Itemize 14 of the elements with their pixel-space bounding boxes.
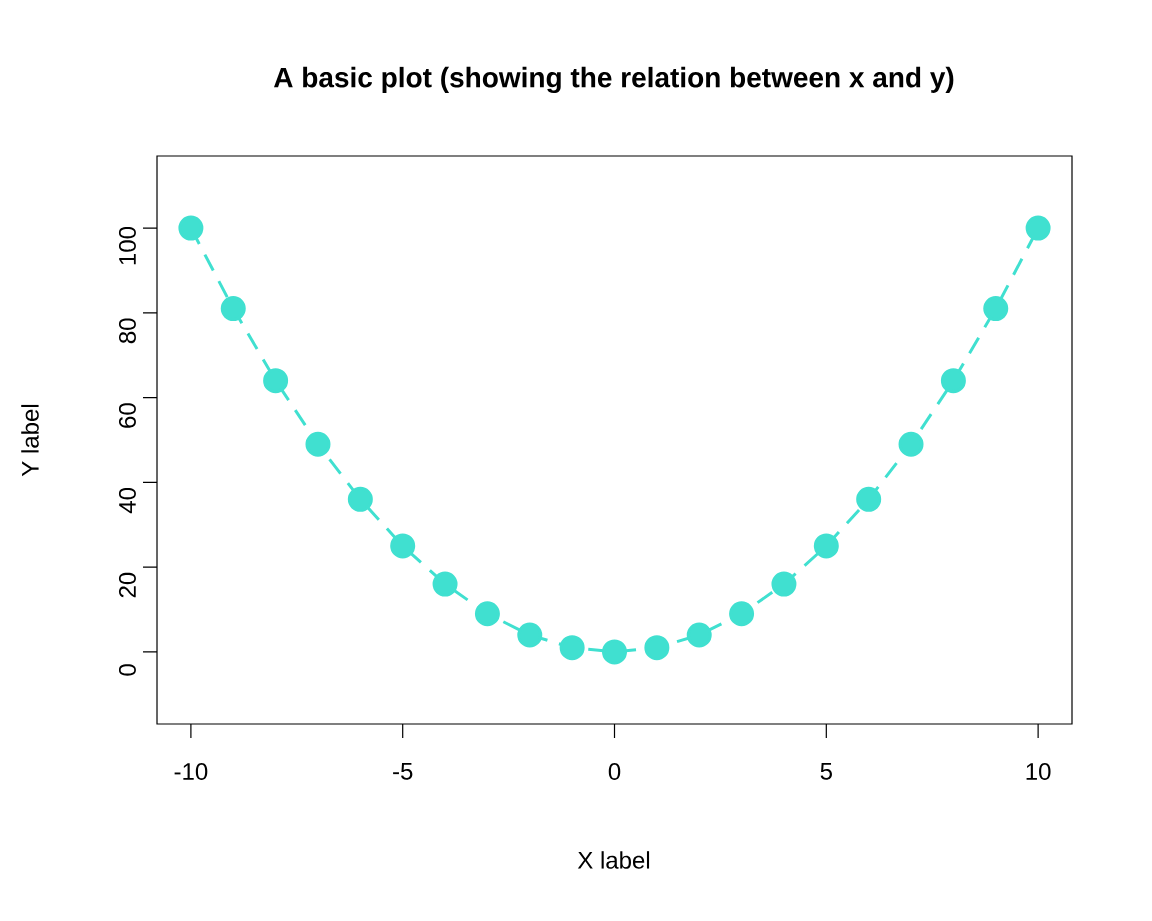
x-tick-label: 10	[1026, 763, 1051, 781]
x-tick-label: -5	[393, 763, 413, 780]
y-tick-label: 60	[118, 403, 136, 428]
chart-title: A basic plot (showing the relation between x and y)	[273, 66, 954, 94]
x-tick-label: 0	[608, 763, 621, 781]
y-tick-label: 20	[118, 572, 136, 598]
x-axis-title: X label	[577, 851, 650, 869]
y-tick-label: 80	[118, 318, 136, 344]
x-tick-label: -10	[174, 763, 208, 781]
x-tick-label: 5	[820, 763, 832, 780]
y-tick-label: 100	[118, 226, 136, 265]
y-tick-label: 40	[118, 487, 136, 514]
y-axis-title: Y label	[21, 404, 39, 477]
y-tick-label: 0	[118, 664, 136, 676]
